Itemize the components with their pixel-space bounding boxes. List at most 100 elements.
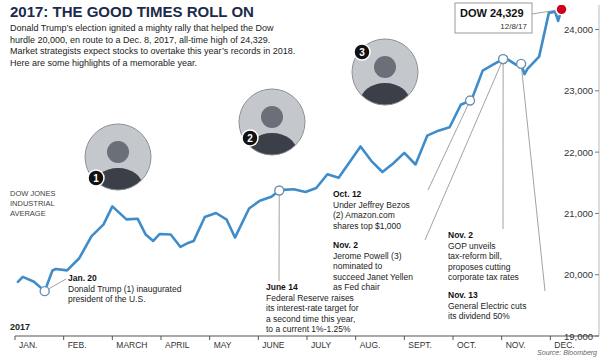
annotation-connector: [503, 59, 504, 229]
y-tick: [595, 336, 599, 337]
annotation-text: nominated to: [333, 261, 382, 271]
x-tick-label: SEPT.: [408, 340, 432, 350]
annotation-connector: [425, 59, 503, 240]
y-axis-label: DOW JONES: [10, 189, 55, 198]
photo-badge-label: 1: [93, 173, 99, 184]
source: Source: Bloomberg: [537, 349, 597, 357]
title: 2017: THE GOOD TIMES ROLL ON: [10, 3, 254, 20]
photo: [239, 89, 305, 171]
x-tick-label: MARCH: [116, 340, 147, 350]
annotation-text: proposes cutting: [448, 262, 511, 272]
chart: 2017: THE GOOD TIMES ROLL ON Donald Trump…: [0, 0, 600, 357]
annotation-text: Jerome Powell (3): [333, 251, 402, 261]
subtitle: Here are some highlights of a memorable …: [10, 58, 197, 68]
y-tick: [595, 29, 599, 30]
annotation-text: succeed Janet Yellen: [333, 272, 413, 282]
y-tick-label: 21,000: [564, 208, 593, 219]
photo-head: [107, 141, 129, 163]
y-tick-label: 19,000: [564, 331, 593, 342]
x-tick: [404, 336, 405, 340]
photo-badge-label: 2: [247, 133, 253, 144]
subtitle: Donald Trump’s election ignited a mighty…: [10, 23, 274, 33]
x-tick: [355, 336, 356, 340]
annotation-text: a second time this year,: [266, 314, 355, 324]
callout-date: 12/8/17: [500, 22, 527, 31]
annotation-text: GOP unveils: [448, 241, 496, 251]
x-tick-label: APRIL: [165, 340, 190, 350]
annotation-text: General Electric cuts: [448, 301, 526, 311]
photo-badge-label: 3: [359, 47, 365, 58]
y-axis-label: AVERAGE: [10, 209, 46, 218]
y-tick: [595, 274, 599, 275]
annotation-marker: [275, 186, 284, 195]
annotation-marker: [466, 96, 475, 105]
y-axis-label: INDUSTRIAL: [10, 199, 55, 208]
y-axis: [599, 5, 600, 336]
annotation-text: to a current 1%-1.25%: [266, 324, 351, 334]
x-tick: [550, 336, 551, 340]
x-tick: [453, 336, 454, 340]
x-tick: [112, 336, 113, 340]
plot-area: [18, 5, 567, 296]
photo-shoulders: [360, 83, 410, 121]
photo: [352, 39, 418, 121]
x-tick-label: MAY: [214, 340, 232, 350]
y-tick-label: 24,000: [564, 24, 593, 35]
x-tick-label: NOV.: [506, 340, 526, 350]
photo: [85, 124, 151, 206]
annotation-text: corporate tax rates: [448, 272, 519, 282]
x-tick: [307, 336, 308, 340]
annotation-label: Nov. 13: [448, 290, 478, 300]
annotation-text: shares top $1,000: [333, 221, 401, 231]
annotation-text: Donald Trump (1) inaugurated: [68, 284, 182, 294]
annotation-connector: [428, 101, 470, 190]
annotation-label: Jan. 20: [68, 273, 97, 283]
end-marker: [556, 5, 567, 15]
photo-head: [374, 56, 396, 78]
y-tick: [595, 90, 599, 91]
annotation-connector: [521, 64, 545, 291]
photo-ring: [85, 124, 151, 190]
annotation-connector: [279, 190, 280, 281]
annotation-text: Under Jeffrey Bezos: [333, 200, 410, 210]
annotation-text: its interest-rate target for: [266, 303, 359, 313]
x-tick: [63, 336, 64, 340]
annotation-label: Oct. 12: [333, 189, 362, 199]
subtitle: hurdle 20,000, en route to a Dec. 8, 201…: [10, 35, 270, 45]
x-tick-label: AUG.: [360, 340, 381, 350]
photo-badge: [88, 170, 104, 186]
x-tick-label: OCT.: [457, 340, 476, 350]
annotation-label: Nov. 2: [448, 230, 473, 240]
photo-head: [261, 106, 283, 128]
dow-line: [18, 9, 562, 291]
annotation-marker: [40, 287, 49, 296]
y-tick: [595, 213, 599, 214]
callout-title: DOW 24,329: [460, 7, 524, 19]
annotation-marker: [517, 59, 526, 68]
annotation-text: tax-reform bill,: [448, 251, 502, 261]
photo-ring: [352, 39, 418, 105]
annotation-marker: [499, 55, 508, 64]
x-tick-label: FEB.: [68, 340, 87, 350]
annotation-text: president of the U.S.: [68, 294, 146, 304]
annotation-text: (2) Amazon.com: [333, 210, 395, 220]
annotation-marker: [499, 55, 508, 64]
x-tick-label: JUNE: [262, 340, 285, 350]
x-axis-label: 2017: [10, 322, 30, 332]
annotation-text: its dividend 50%: [448, 311, 510, 321]
y-tick-label: 23,000: [564, 85, 593, 96]
x-tick: [258, 336, 259, 340]
callout-box: [455, 3, 532, 33]
y-tick-label: 22,000: [564, 147, 593, 158]
photo-ring: [239, 89, 305, 155]
y-tick-label: 20,000: [564, 269, 593, 280]
x-tick: [501, 336, 502, 340]
photo-badge: [242, 130, 258, 146]
x-tick: [15, 336, 16, 340]
x-tick: [161, 336, 162, 340]
photo-badge: [354, 44, 370, 60]
annotation-label: Nov. 2: [333, 240, 358, 250]
annotation-label: June 14: [266, 282, 298, 292]
x-tick-label: JULY: [311, 340, 331, 350]
annotation-text: Federal Reserve raises: [266, 293, 354, 303]
